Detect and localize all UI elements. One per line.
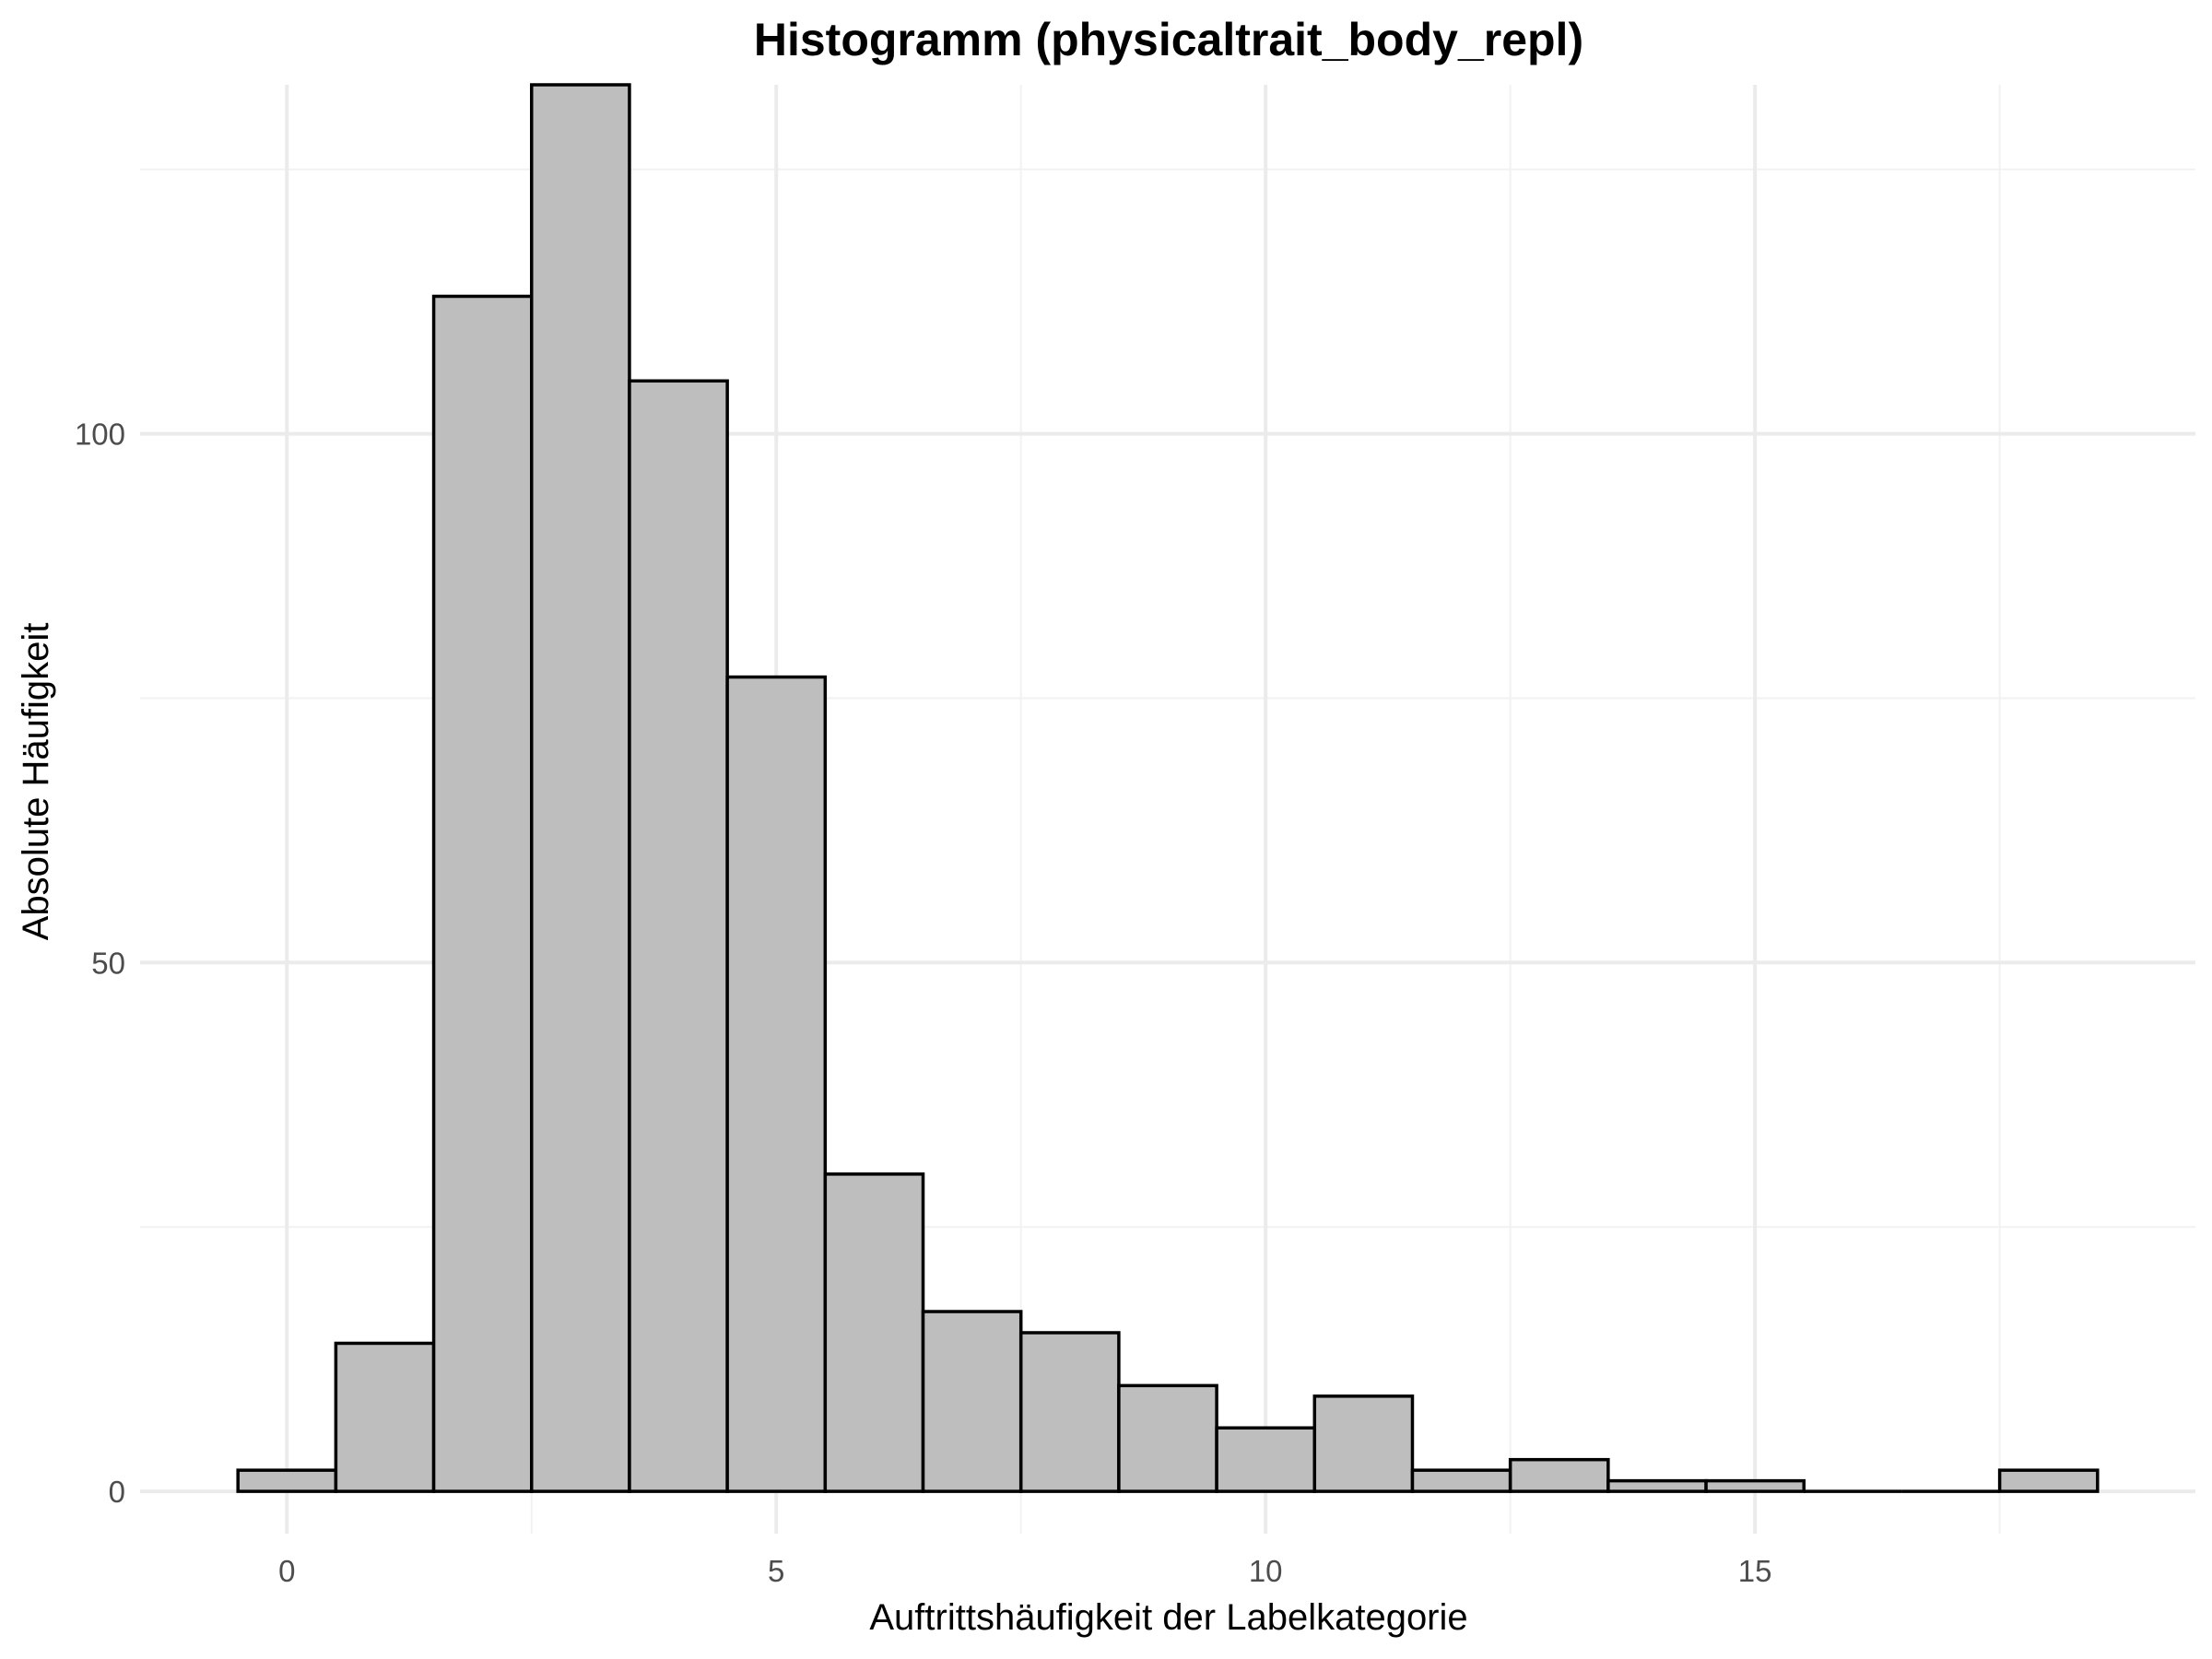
histogram-bar (1704, 1478, 1806, 1493)
histogram-bar (1215, 1426, 1317, 1493)
histogram-bar (1997, 1468, 2100, 1493)
histogram-bar (431, 294, 534, 1493)
histogram-bar (725, 675, 828, 1493)
histogram-bar (1606, 1478, 1708, 1493)
y-tick-label: 100 (75, 418, 125, 452)
histogram-bar (334, 1341, 436, 1493)
y-tick-label: 0 (109, 1475, 125, 1509)
y-tick-label: 50 (91, 946, 125, 980)
histogram-bar (1508, 1457, 1610, 1493)
histogram-bar (236, 1468, 338, 1493)
y-axis-label: Absolute Häufigkeit (16, 623, 56, 941)
x-axis-ticks: 0 5 10 15 (278, 1554, 1771, 1588)
histogram-bar (823, 1172, 925, 1493)
chart-title: Histogramm (physicaltrait_body_repl) (754, 14, 1583, 65)
y-axis-ticks: 0 50 100 (75, 418, 125, 1509)
histogram-bar (1312, 1394, 1415, 1493)
histogram-bar (530, 83, 631, 1493)
x-tick-label: 0 (278, 1554, 295, 1588)
x-tick-label: 15 (1738, 1554, 1772, 1588)
histogram-bar (1117, 1383, 1218, 1493)
x-axis-label: Auftrittshäufigkeit der Labelkategorie (869, 1597, 1467, 1638)
histogram-bar (628, 379, 729, 1493)
histogram-bar (1410, 1468, 1512, 1493)
histogram-bars (236, 83, 2100, 1493)
histogram-bar (1018, 1331, 1121, 1493)
histogram-bar (921, 1310, 1023, 1493)
x-tick-label: 5 (768, 1554, 784, 1588)
x-tick-label: 10 (1249, 1554, 1283, 1588)
